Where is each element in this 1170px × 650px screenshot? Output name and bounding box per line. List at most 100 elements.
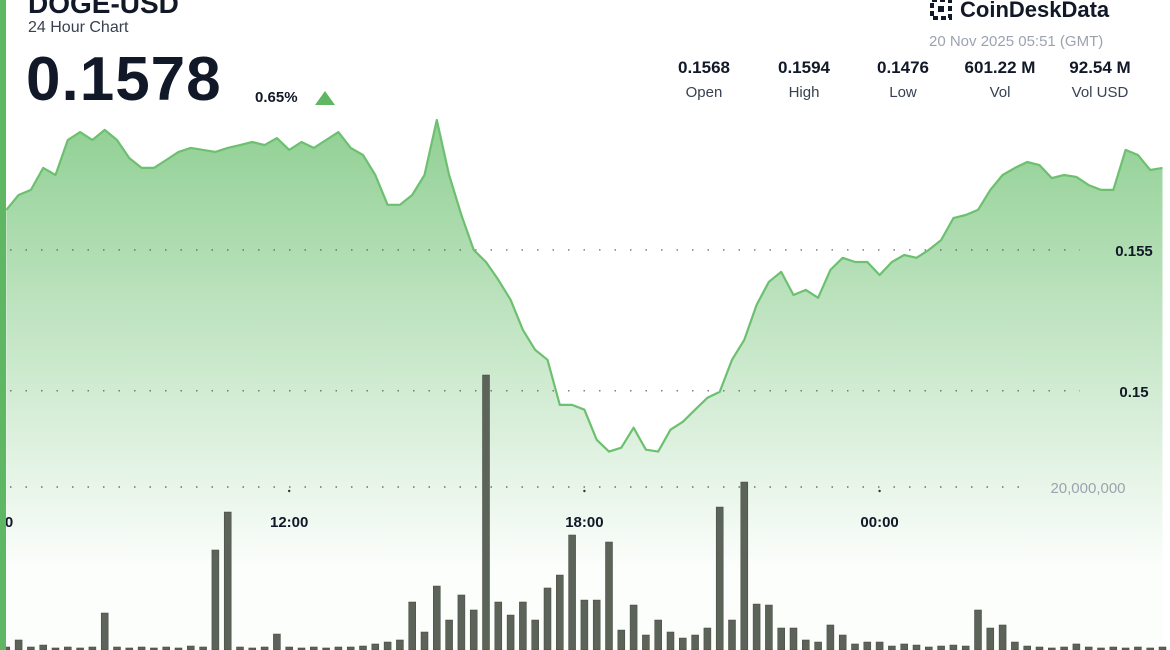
volume-bar: [174, 647, 183, 650]
volume-bar: [187, 645, 195, 650]
stat-label: Vol: [989, 84, 1011, 101]
volume-bar: [888, 645, 896, 650]
volume-bar: [974, 609, 982, 650]
stat-label: Open: [685, 84, 723, 101]
volume-bar: [728, 619, 736, 650]
volume-bar: [863, 641, 872, 650]
volume-bar: [666, 631, 675, 650]
volume-bar: [223, 511, 232, 650]
y2-tick-label: 20,000,000: [1050, 480, 1125, 497]
volume-bar: [1121, 647, 1130, 650]
subtitle: 24 Hour Chart: [28, 19, 129, 36]
volume-bar: [1011, 641, 1019, 650]
volume-bar: [654, 619, 662, 650]
volume-bar: [482, 374, 490, 650]
x-tick-label: 18:00: [565, 514, 603, 531]
volume-bar: [703, 627, 712, 650]
timestamp: 20 Nov 2025 05:51 (GMT): [929, 33, 1104, 50]
volume-bar: [273, 633, 281, 650]
stat-value: 0.1568: [678, 58, 730, 77]
volume-bar: [715, 506, 724, 650]
volume-bar: [1097, 647, 1105, 650]
volume-bar: [420, 631, 429, 650]
x-tick-label: 00:00: [860, 514, 898, 531]
x-tick-mark: [288, 489, 291, 493]
x-tick-mark: [878, 489, 881, 493]
volume-bar: [691, 634, 699, 650]
stat: 0.1568 Open: [654, 58, 754, 101]
volume-bar: [297, 647, 306, 650]
y-tick-label: 0.15: [1119, 384, 1148, 401]
volume-bar: [248, 647, 257, 650]
y-tick-label: 0.155: [1115, 243, 1153, 260]
volume-bar: [39, 644, 47, 650]
volume-bar: [949, 644, 958, 650]
volume-bar: [556, 574, 564, 650]
price-line: [5, 118, 1163, 453]
volume-bar: [765, 604, 773, 650]
volume-bar: [740, 481, 749, 650]
volume-bar: [322, 647, 330, 650]
volume-bar: [605, 541, 613, 650]
price: 0.1578: [26, 45, 222, 114]
volume-bar: [568, 534, 576, 650]
logo-icon: [930, 0, 952, 20]
volume-bar: [580, 599, 589, 650]
volume-bar: [1023, 645, 1031, 650]
stat-label: Vol USD: [1071, 84, 1129, 101]
volume-bar: [1072, 643, 1081, 650]
volume-bar: [494, 601, 503, 650]
stat-value: 0.1476: [877, 58, 929, 77]
volume-bar: [445, 619, 453, 650]
volume-bar: [150, 647, 158, 650]
price-area: [6, 120, 1163, 650]
stat: 0.1476 Low: [853, 58, 953, 101]
volume-bar: [875, 641, 884, 650]
volume-bar: [1048, 647, 1056, 650]
up-arrow: [315, 91, 335, 105]
volume-bar: [679, 637, 687, 650]
volume-bar: [592, 599, 601, 650]
volume-bar: [912, 644, 921, 650]
volume-bar: [752, 603, 761, 650]
volume-bar: [76, 647, 84, 650]
stat: 0.1594 High: [754, 58, 854, 101]
volume-bar: [789, 627, 798, 650]
stat-label: Low: [889, 84, 917, 101]
volume-bar: [642, 634, 650, 650]
volume-bar: [961, 645, 970, 650]
volume-bar: [100, 612, 109, 650]
volume-bar: [986, 627, 995, 650]
volume-bar: [826, 624, 835, 650]
volume-bar: [777, 627, 785, 650]
symbol: DOGE-USD: [28, 0, 179, 19]
volume-bar: [211, 549, 220, 650]
volume-bar: [396, 639, 404, 650]
volume-bar: [802, 639, 810, 650]
x-tick-mark: [583, 489, 586, 493]
volume-bar: [14, 639, 23, 650]
volume-bar: [125, 647, 134, 650]
volume-bar: [457, 594, 466, 650]
volume-bar: [937, 645, 945, 650]
volume-bar: [506, 614, 515, 650]
volume-bar: [408, 601, 416, 650]
volume-bar: [851, 643, 859, 650]
volume-bar: [629, 604, 638, 650]
volume-bar: [383, 641, 392, 650]
volume-bar: [531, 619, 539, 650]
volume-bar: [359, 645, 367, 650]
volume-bar: [617, 629, 626, 650]
stat: 601.22 M Vol: [950, 58, 1050, 101]
volume-bar: [543, 587, 552, 650]
volume-bar: [371, 643, 380, 650]
x-tick-label: 12:00: [270, 514, 308, 531]
stat-value: 0.1594: [778, 58, 830, 77]
stat: 92.54 M Vol USD: [1050, 58, 1150, 101]
stat-value: 92.54 M: [1069, 58, 1131, 77]
volume-bar: [433, 585, 441, 650]
change: 0.65%: [255, 89, 298, 106]
volume-bar: [469, 609, 478, 650]
